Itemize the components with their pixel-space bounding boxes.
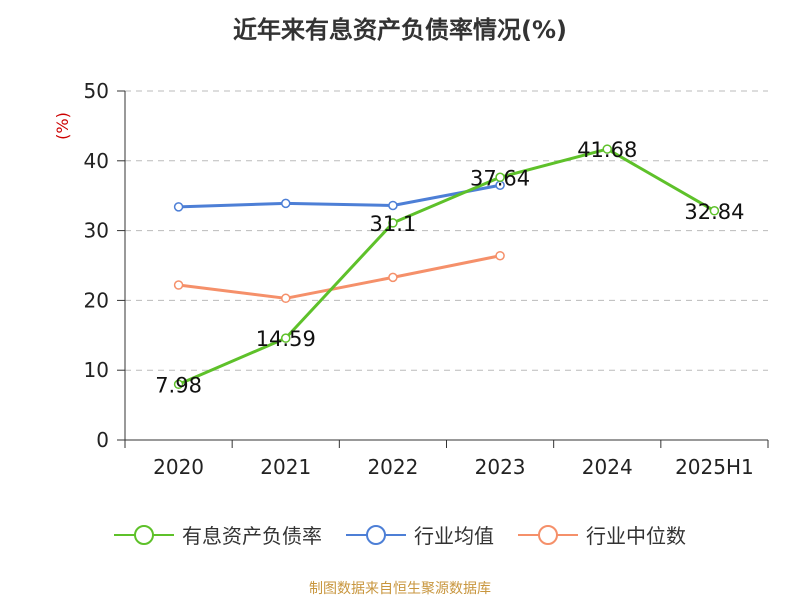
legend-item[interactable]: 行业中位数 bbox=[518, 520, 686, 549]
y-tick-label: 0 bbox=[96, 428, 109, 452]
legend-label: 有息资产负债率 bbox=[182, 524, 322, 548]
legend-item[interactable]: 行业均值 bbox=[346, 520, 494, 549]
legend-marker-icon bbox=[114, 524, 174, 545]
data-label: 41.68 bbox=[577, 138, 637, 162]
y-tick-label: 50 bbox=[84, 79, 109, 103]
data-point bbox=[388, 218, 398, 228]
legend-marker-icon bbox=[518, 524, 578, 545]
data-label: 14.59 bbox=[256, 327, 316, 351]
y-tick-label: 30 bbox=[84, 219, 109, 243]
legend-item[interactable]: 有息资产负债率 bbox=[114, 520, 322, 549]
x-tick-label: 2020 bbox=[153, 455, 204, 479]
data-point bbox=[709, 206, 720, 216]
data-point bbox=[281, 293, 291, 304]
legend-label: 行业均值 bbox=[414, 524, 494, 548]
data-point bbox=[388, 272, 398, 283]
data-point bbox=[281, 333, 291, 343]
legend-label: 行业中位数 bbox=[586, 524, 686, 548]
y-tick-label: 40 bbox=[84, 149, 109, 173]
x-tick-label: 2023 bbox=[475, 455, 526, 479]
y-tick-label: 10 bbox=[84, 358, 109, 382]
legend-circle bbox=[538, 524, 558, 545]
data-point bbox=[173, 202, 184, 212]
data-point bbox=[495, 250, 505, 261]
x-tick-label: 2024 bbox=[582, 455, 633, 479]
chart-title: 近年来有息资产负债率情况(%) bbox=[233, 16, 567, 44]
y-axis-label: (%) bbox=[53, 112, 72, 140]
data-label: 37.64 bbox=[470, 166, 530, 190]
data-label: 7.98 bbox=[155, 373, 202, 397]
data-point bbox=[173, 280, 184, 290]
x-tick-label: 2022 bbox=[367, 455, 418, 479]
legend-marker-icon bbox=[346, 524, 406, 545]
data-point bbox=[388, 200, 398, 211]
data-point bbox=[281, 198, 291, 209]
data-point bbox=[495, 172, 505, 183]
legend-circle bbox=[366, 524, 386, 545]
data-point bbox=[173, 379, 184, 390]
y-tick-label: 20 bbox=[84, 288, 109, 312]
series-line bbox=[177, 147, 716, 386]
x-tick-label: 2021 bbox=[260, 455, 311, 479]
legend-circle bbox=[134, 524, 154, 545]
data-point bbox=[602, 144, 612, 154]
legend: 有息资产负债率 行业均值 行业中位数 bbox=[0, 520, 800, 549]
x-tick-label: 2025H1 bbox=[675, 455, 754, 479]
data-label: 32.84 bbox=[684, 200, 744, 224]
series-line bbox=[178, 254, 501, 300]
source-note: 制图数据来自恒生聚源数据库 bbox=[309, 581, 491, 597]
series-line bbox=[178, 183, 501, 209]
data-label: 31.1 bbox=[370, 212, 417, 236]
